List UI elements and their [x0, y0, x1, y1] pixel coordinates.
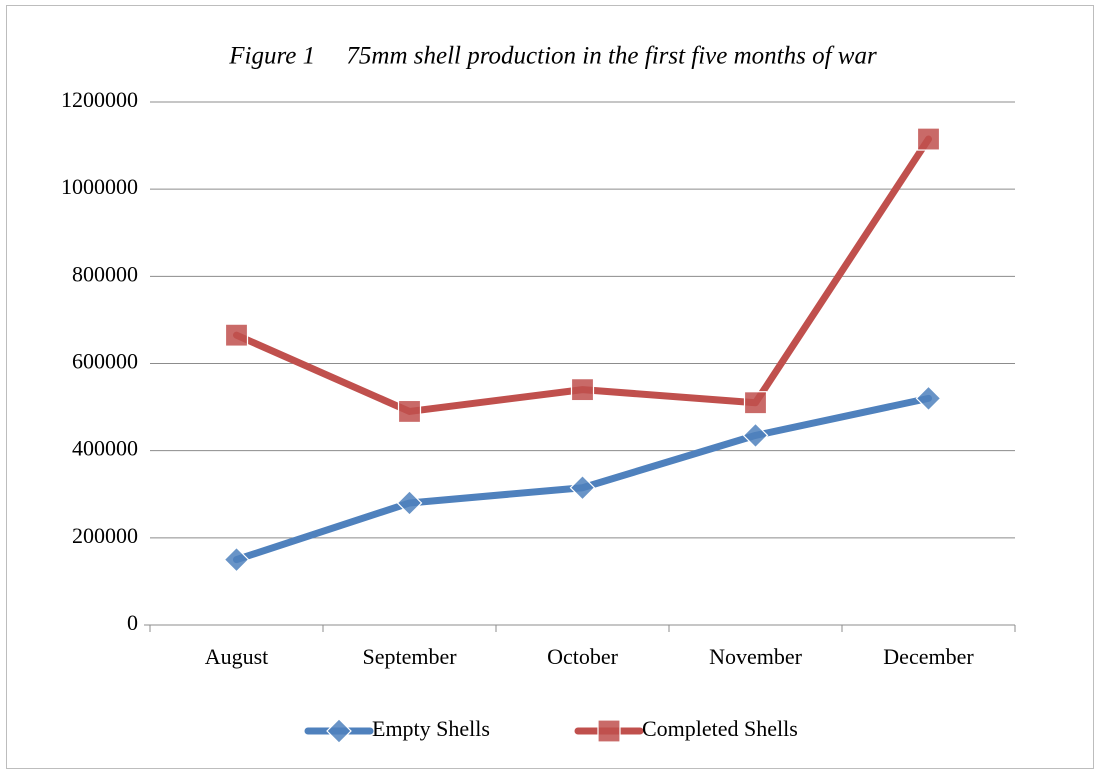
legend-label: Empty Shells — [372, 716, 490, 741]
y-tick-label: 0 — [127, 610, 138, 635]
x-tick-label: December — [883, 644, 974, 669]
marker — [224, 323, 249, 347]
y-tick-label: 1000000 — [61, 174, 138, 199]
y-tick-label: 600000 — [72, 349, 138, 374]
marker — [396, 490, 423, 516]
y-tick-label: 1200000 — [61, 87, 138, 112]
marker — [569, 474, 596, 501]
marker — [223, 546, 250, 573]
y-tick-label: 400000 — [72, 436, 138, 461]
legend-marker — [597, 719, 621, 743]
x-tick-label: August — [205, 644, 269, 669]
legend-marker — [326, 718, 352, 744]
y-tick-label: 200000 — [72, 523, 138, 548]
marker — [916, 127, 941, 151]
chart-border — [6, 5, 1094, 769]
chart-title: Figure 1 75mm shell production in the fi… — [228, 43, 877, 70]
marker — [915, 385, 942, 412]
legend-label: Completed Shells — [642, 716, 798, 741]
y-tick-label: 800000 — [72, 261, 138, 286]
x-tick-label: October — [547, 644, 619, 669]
x-tick-label: September — [362, 644, 457, 669]
marker — [570, 378, 595, 402]
x-tick-label: November — [709, 644, 803, 669]
marker — [742, 422, 769, 449]
marker — [397, 399, 422, 424]
marker — [743, 391, 768, 415]
